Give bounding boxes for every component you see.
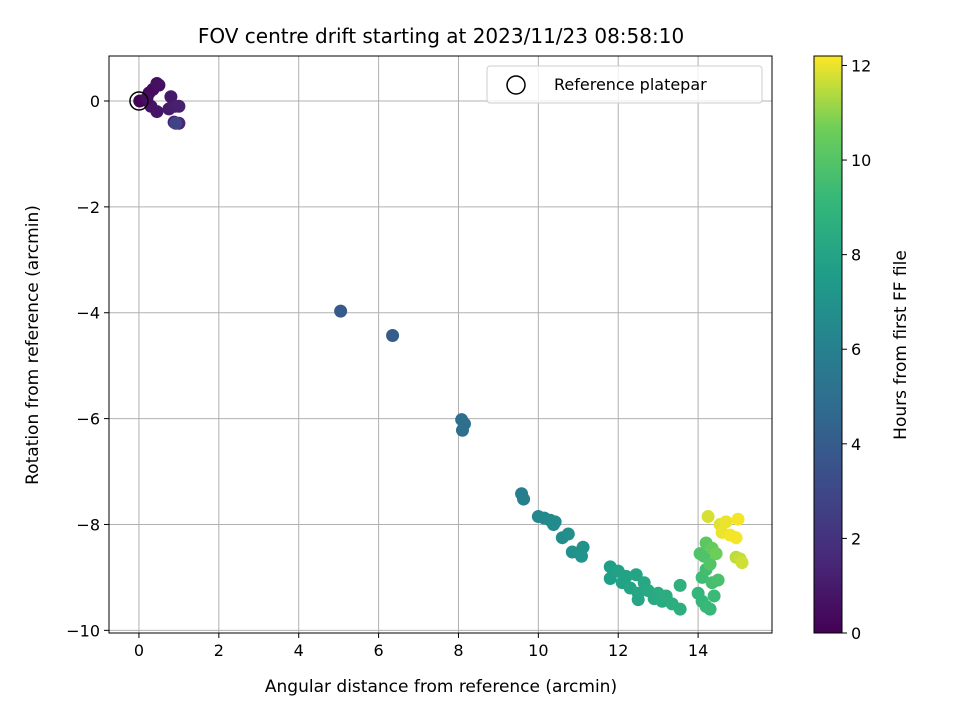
y-tick-label: 0: [90, 92, 100, 111]
scatter-point: [150, 105, 164, 119]
scatter-point: [619, 569, 633, 583]
scatter-point: [703, 557, 717, 571]
colorbar-tick-label: 8: [851, 246, 861, 265]
scatter-points: [133, 77, 749, 616]
x-tick-label: 14: [688, 641, 708, 660]
colorbar-tick-label: 0: [851, 624, 861, 643]
x-tick-label: 12: [608, 641, 628, 660]
scatter-point: [629, 568, 643, 582]
colorbar-ticks: 0 2 4 6 8 10 12: [842, 56, 871, 643]
grid: [109, 56, 772, 633]
scatter-point: [719, 515, 733, 529]
reference-point: [129, 91, 149, 111]
y-tick-label: −6: [76, 410, 100, 429]
colorbar: 0 2 4 6 8 10 12 Hours from first FF file: [813, 55, 911, 643]
y-tick-label: −2: [76, 198, 100, 217]
scatter-point: [707, 589, 721, 603]
colorbar-tick-label: 2: [851, 529, 861, 548]
scatter-point: [517, 492, 531, 506]
scatter-point: [561, 527, 575, 541]
scatter-point: [703, 602, 717, 616]
x-tick-label: 0: [134, 641, 144, 660]
scatter-point: [735, 556, 749, 570]
y-axis-label: Rotation from reference (arcmin): [23, 205, 43, 485]
scatter-point: [169, 116, 183, 130]
scatter-point: [673, 578, 687, 592]
y-axis: 0 −2 −4 −6 −8 −10: [66, 92, 109, 640]
scatter-point: [455, 423, 469, 437]
scatter-point: [334, 304, 348, 318]
scatter-point: [152, 78, 166, 92]
y-tick-label: −4: [76, 304, 100, 323]
scatter-point: [548, 515, 562, 529]
scatter-point: [673, 602, 687, 616]
chart-title: FOV centre drift starting at 2023/11/23 …: [198, 24, 684, 48]
scatter-point: [631, 593, 645, 607]
scatter-point: [693, 547, 707, 561]
y-tick-label: −8: [76, 515, 100, 534]
legend-box: [486, 65, 763, 104]
scatter-point: [172, 99, 186, 113]
x-axis: 0 2 4 6 8 10 12 14: [134, 633, 708, 660]
colorbar-label: Hours from first FF file: [891, 250, 911, 440]
scatter-point: [386, 329, 400, 343]
reference-marker: [129, 91, 149, 111]
x-tick-label: 10: [528, 641, 548, 660]
colorbar-tick-label: 12: [851, 56, 871, 75]
scatter-point: [709, 547, 723, 561]
scatter-point: [701, 510, 715, 524]
y-tick-label: −10: [66, 621, 100, 640]
legend-entry: Reference platepar: [554, 75, 707, 94]
x-tick-label: 6: [373, 641, 383, 660]
scatter-point: [711, 573, 725, 587]
scatter-point: [574, 549, 588, 563]
plot-frame: [108, 55, 773, 634]
colorbar-tick-label: 6: [851, 340, 861, 359]
x-axis-label: Angular distance from reference (arcmin): [265, 677, 617, 697]
x-tick-label: 4: [294, 641, 304, 660]
legend: Reference platepar: [486, 65, 763, 104]
scatter-point: [731, 512, 745, 526]
scatter-point: [729, 531, 743, 545]
x-tick-label: 8: [453, 641, 463, 660]
x-tick-label: 2: [214, 641, 224, 660]
colorbar-gradient: [813, 55, 843, 634]
colorbar-tick-label: 10: [851, 151, 871, 170]
legend-marker: [506, 75, 526, 95]
colorbar-tick-label: 4: [851, 435, 861, 454]
